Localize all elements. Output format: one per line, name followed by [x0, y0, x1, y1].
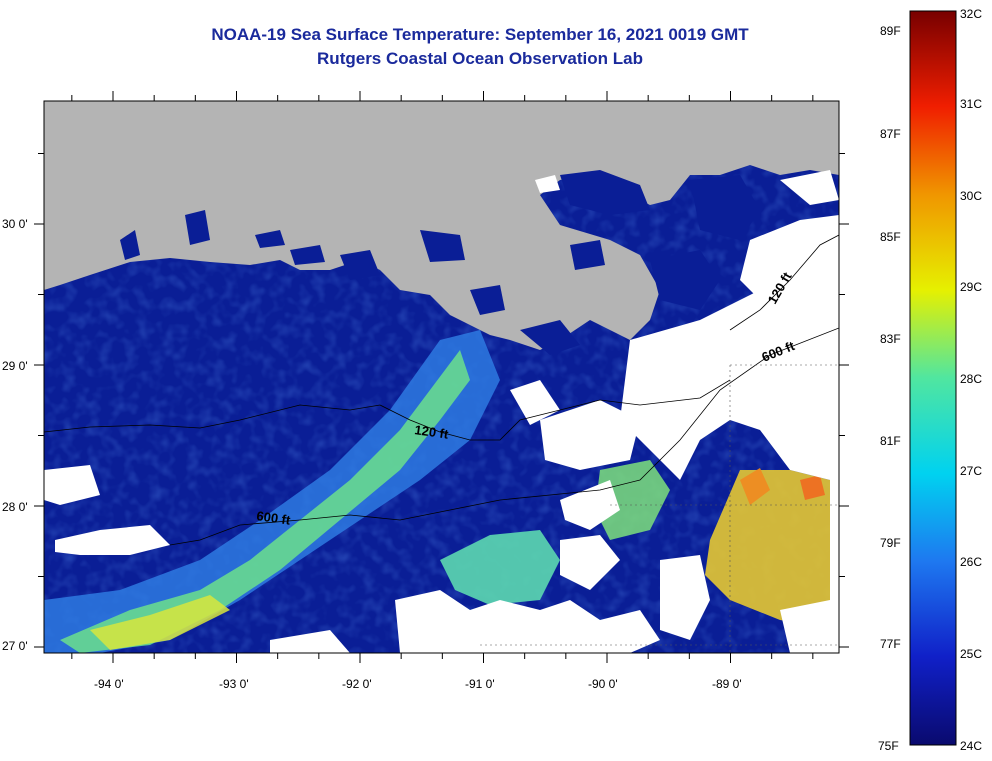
lon-label: -91 0' [465, 677, 495, 691]
coastline-land [44, 101, 839, 350]
map-frame [43, 100, 840, 654]
lat-label: 27 0' [2, 639, 28, 653]
contour-label-600ft-lower: 600 ft [256, 508, 292, 528]
colorbar-f-label: 89F [880, 24, 901, 38]
colorbar-c-label: 30C [960, 189, 982, 203]
colorbar-c-label: 29C [960, 280, 982, 294]
cloud-mask [44, 240, 839, 653]
colorbar-fahrenheit-labels: 89F 87F 85F 83F 81F 79F 77F 75F [878, 24, 901, 753]
inland-water [120, 170, 760, 355]
colorbar [909, 10, 957, 746]
land-clouds [535, 170, 839, 300]
colorbar-f-label: 79F [880, 536, 901, 550]
colorbar-f-label: 83F [880, 332, 901, 346]
lon-label: -94 0' [94, 677, 124, 691]
axis-ticks [34, 91, 849, 663]
map-title: NOAA-19 Sea Surface Temperature: Septemb… [211, 25, 749, 44]
longitude-labels: -94 0' -93 0' -92 0' -91 0' -90 0' -89 0… [94, 677, 742, 691]
colorbar-f-label: 75F [878, 739, 899, 753]
lat-label: 29 0' [2, 359, 28, 373]
contour-label-120ft-lower: 120 ft [414, 422, 450, 442]
colorbar-f-label: 87F [880, 127, 901, 141]
warm-water-features [44, 330, 839, 653]
colorbar-f-label: 85F [880, 230, 901, 244]
lon-label: -90 0' [588, 677, 618, 691]
lon-label: -92 0' [342, 677, 372, 691]
colorbar-c-label: 26C [960, 555, 982, 569]
colorbar-f-label: 81F [880, 434, 901, 448]
lat-label: 28 0' [2, 500, 28, 514]
colorbar-c-label: 31C [960, 97, 982, 111]
lat-label: 30 0' [2, 217, 28, 231]
isobath-lines [44, 234, 839, 546]
colorbar-c-label: 32C [960, 7, 982, 21]
map-plot-area [44, 101, 839, 653]
graticule [480, 180, 839, 653]
lon-label: -89 0' [712, 677, 742, 691]
colorbar-c-label: 25C [960, 647, 982, 661]
latitude-labels: 30 0' 29 0' 28 0' 27 0' [2, 217, 28, 653]
colorbar-c-label: 24C [960, 739, 982, 753]
map-subtitle: Rutgers Coastal Ocean Observation Lab [317, 49, 643, 68]
colorbar-c-label: 28C [960, 372, 982, 386]
colorbar-celsius-labels: 32C 31C 30C 29C 28C 27C 26C 25C 24C [960, 7, 982, 753]
lon-label: -93 0' [219, 677, 249, 691]
colorbar-c-label: 27C [960, 464, 982, 478]
colorbar-f-label: 77F [880, 637, 901, 651]
